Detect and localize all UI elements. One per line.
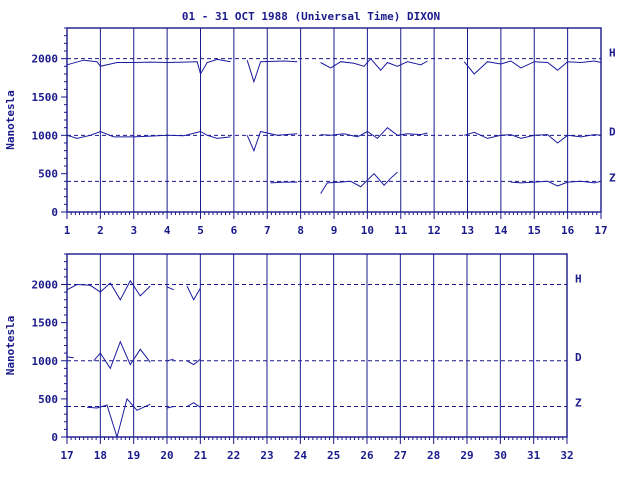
x-tick-label: 23 xyxy=(260,449,273,462)
y-tick-label: 2000 xyxy=(32,279,59,292)
series-d-trace xyxy=(320,127,428,140)
series-h-trace xyxy=(166,286,174,291)
series-h-trace xyxy=(66,58,231,76)
series-z-trace xyxy=(510,180,602,187)
series-z-trace xyxy=(186,402,201,408)
series-d-trace xyxy=(246,130,298,153)
x-tick-label: 11 xyxy=(394,224,408,237)
x-tick-label: 8 xyxy=(297,224,304,237)
baseline-label-z: Z xyxy=(609,171,616,184)
series-d-trace xyxy=(66,356,74,359)
x-tick-label: 20 xyxy=(160,449,173,462)
baseline-label-z: Z xyxy=(575,397,582,410)
y-tick-label: 500 xyxy=(38,393,58,406)
y-tick-label: 0 xyxy=(51,206,58,219)
series-h-trace xyxy=(463,60,602,75)
y-tick-label: 1500 xyxy=(32,317,59,330)
x-tick-label: 13 xyxy=(461,224,474,237)
x-tick-label: 25 xyxy=(327,449,340,462)
y-tick-label: 500 xyxy=(38,168,58,181)
series-d-trace xyxy=(166,358,174,362)
x-tick-label: 31 xyxy=(527,449,541,462)
y-axis-label: Nanotesla xyxy=(4,90,17,150)
x-tick-label: 30 xyxy=(494,449,507,462)
baseline-label-d: D xyxy=(609,125,616,138)
chart-title: 01 - 31 OCT 1988 (Universal Time) DIXON xyxy=(182,10,440,23)
x-tick-label: 16 xyxy=(561,224,575,237)
y-tick-label: 1000 xyxy=(32,355,59,368)
x-tick-label: 28 xyxy=(427,449,440,462)
x-tick-label: 3 xyxy=(130,224,137,237)
series-z-trace xyxy=(166,406,174,409)
x-tick-label: 12 xyxy=(428,224,441,237)
x-tick-label: 26 xyxy=(360,449,374,462)
x-tick-label: 24 xyxy=(294,449,308,462)
x-tick-label: 17 xyxy=(594,224,607,237)
x-tick-label: 27 xyxy=(394,449,407,462)
baseline-label-d: D xyxy=(575,351,582,364)
series-z-trace xyxy=(86,397,151,439)
x-tick-label: 19 xyxy=(127,449,140,462)
x-tick-label: 6 xyxy=(231,224,238,237)
x-tick-label: 9 xyxy=(331,224,338,237)
x-tick-label: 14 xyxy=(494,224,508,237)
series-h-trace xyxy=(320,57,428,71)
x-tick-label: 22 xyxy=(227,449,240,462)
x-tick-label: 15 xyxy=(528,224,541,237)
series-d-trace xyxy=(186,358,201,366)
y-tick-label: 1500 xyxy=(32,91,59,104)
series-d-trace xyxy=(93,340,151,370)
x-tick-label: 18 xyxy=(94,449,107,462)
x-tick-label: 10 xyxy=(361,224,374,237)
series-h-trace xyxy=(246,60,298,84)
series-z-trace xyxy=(320,171,398,194)
x-tick-label: 7 xyxy=(264,224,271,237)
x-tick-label: 29 xyxy=(460,449,473,462)
series-h-trace xyxy=(186,285,201,301)
series-d-trace xyxy=(464,131,602,144)
x-tick-label: 1 xyxy=(64,224,71,237)
x-tick-label: 5 xyxy=(197,224,204,237)
x-tick-label: 32 xyxy=(560,449,573,462)
baseline-label-h: H xyxy=(575,273,582,286)
x-tick-label: 21 xyxy=(194,449,208,462)
panel-frame xyxy=(66,253,568,438)
series-z-trace xyxy=(270,181,298,184)
y-tick-label: 0 xyxy=(51,431,58,444)
x-tick-label: 4 xyxy=(164,224,171,237)
panel-2: H D Z 0 500 1000 1500 2000 17 18 19 20 21 22 23 24 25 26 2… xyxy=(4,253,582,462)
y-axis-label: Nanotesla xyxy=(4,316,17,376)
x-tick-label: 2 xyxy=(97,224,104,237)
series-d-trace xyxy=(66,130,231,139)
y-tick-label: 1000 xyxy=(32,129,59,142)
series-h-trace xyxy=(66,279,151,301)
x-tick-label: 17 xyxy=(60,449,73,462)
y-tick-label: 2000 xyxy=(32,53,59,66)
baseline-label-h: H xyxy=(609,47,616,60)
